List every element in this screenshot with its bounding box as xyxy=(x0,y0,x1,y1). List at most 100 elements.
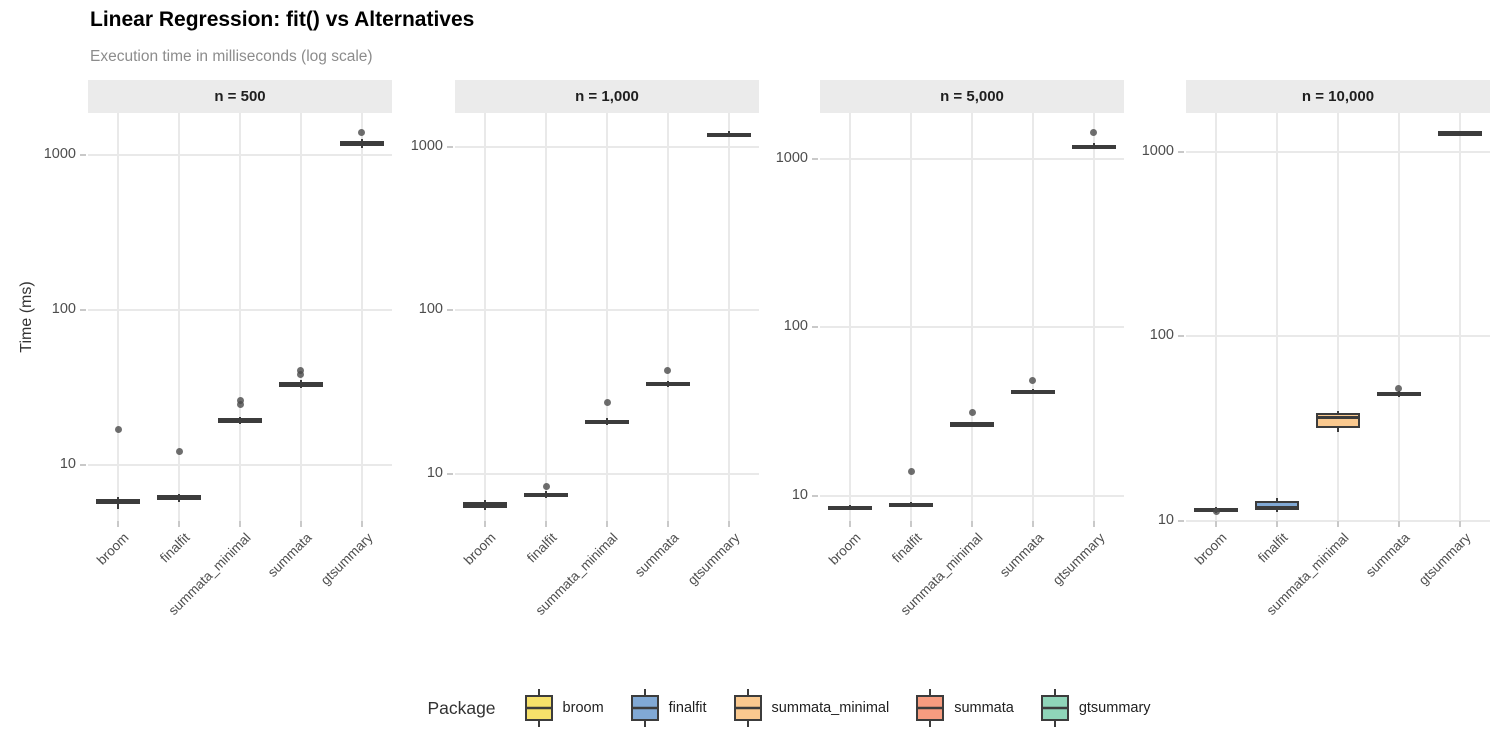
x-tick-mark xyxy=(1397,521,1400,527)
x-tick-mark xyxy=(1092,521,1095,527)
x-tick-mark xyxy=(606,521,608,527)
v-gridline xyxy=(117,113,120,521)
page-title: Linear Regression: fit() vs Alternatives xyxy=(90,8,475,31)
boxplot-key-icon xyxy=(733,689,762,727)
median-line xyxy=(950,422,994,426)
boxplot-key-icon xyxy=(630,689,659,727)
outlier-point xyxy=(968,408,976,416)
v-gridline xyxy=(239,113,241,521)
whisker xyxy=(1092,143,1095,145)
median-line xyxy=(339,142,384,146)
y-tick-mark xyxy=(447,472,453,475)
outlier-point xyxy=(542,483,550,491)
x-tick-label: finalfit xyxy=(889,530,925,566)
x-tick-label: finalfit xyxy=(157,530,193,566)
median-line xyxy=(889,502,934,506)
x-tick-label: broom xyxy=(826,530,864,568)
outlier-point xyxy=(236,401,244,409)
y-tick-label: 100 xyxy=(51,301,76,318)
whisker xyxy=(178,500,181,502)
y-tick-label: 10 xyxy=(426,464,443,481)
outlier-point xyxy=(1395,384,1403,392)
outlier-point xyxy=(603,398,611,406)
whisker xyxy=(360,145,363,148)
legend-item: summata xyxy=(915,686,1014,730)
v-gridline xyxy=(849,113,852,521)
facet-strip: n = 500 xyxy=(88,80,392,113)
whisker xyxy=(1276,510,1279,512)
whisker xyxy=(1397,396,1400,398)
median-line xyxy=(278,383,323,387)
x-tick-mark xyxy=(484,521,487,527)
x-tick-mark xyxy=(1337,521,1339,527)
v-gridline xyxy=(666,113,669,521)
y-tick-label: 1000 xyxy=(410,138,443,155)
box xyxy=(1255,501,1300,511)
v-gridline xyxy=(1458,113,1461,521)
page-subtitle: Execution time in milliseconds (log scal… xyxy=(90,48,373,65)
y-tick-mark xyxy=(812,157,818,160)
x-tick-label: gtsummary xyxy=(1049,530,1108,588)
v-gridline xyxy=(606,113,608,521)
outlier-point xyxy=(1090,128,1098,136)
y-tick-mark xyxy=(80,464,86,467)
boxplot-key-icon xyxy=(524,689,553,727)
x-tick-mark xyxy=(727,521,730,527)
v-gridline xyxy=(360,113,363,521)
whisker xyxy=(299,386,302,389)
y-tick-label: 1000 xyxy=(775,149,808,166)
outlier-point xyxy=(1029,376,1037,384)
whisker xyxy=(239,416,241,419)
legend-item: summata_minimal xyxy=(733,686,890,730)
legend-item-label: summata xyxy=(954,700,1014,716)
median-line xyxy=(1376,392,1421,396)
outlier-point xyxy=(297,366,305,374)
legend-item: gtsummary xyxy=(1040,686,1151,730)
v-gridline xyxy=(727,113,730,521)
v-gridline xyxy=(1215,113,1218,521)
x-tick-mark xyxy=(971,521,973,527)
y-tick-label: 100 xyxy=(1149,327,1174,344)
outlier-point xyxy=(907,468,915,476)
x-tick-label: broom xyxy=(94,530,132,568)
median-line xyxy=(96,500,141,504)
y-tick-mark xyxy=(1178,335,1184,338)
v-gridline xyxy=(1031,113,1034,521)
x-tick-mark xyxy=(1031,521,1034,527)
legend-item-label: summata_minimal xyxy=(771,700,890,716)
legend-item-label: broom xyxy=(562,700,604,716)
y-tick-mark xyxy=(80,309,86,312)
boxplot-key-icon xyxy=(916,689,945,727)
median-line xyxy=(828,505,873,509)
median-line xyxy=(157,497,202,501)
whisker xyxy=(545,491,548,494)
legend-item-label: gtsummary xyxy=(1078,700,1151,716)
y-tick-label: 10 xyxy=(1157,512,1174,528)
whisker xyxy=(666,380,669,382)
whisker xyxy=(606,423,608,425)
v-gridline xyxy=(971,113,973,521)
whisker xyxy=(117,504,120,510)
x-tick-label: summata xyxy=(264,530,315,580)
y-tick-mark xyxy=(1178,150,1184,153)
whisker xyxy=(545,496,548,499)
facet-strip: n = 1,000 xyxy=(455,80,759,113)
facet-strip: n = 10,000 xyxy=(1186,80,1490,113)
median-line xyxy=(524,493,569,497)
y-tick-label: 10 xyxy=(59,456,76,473)
whisker xyxy=(360,139,363,141)
outlier-point xyxy=(114,425,122,433)
x-tick-label: finalfit xyxy=(1255,530,1291,566)
outlier-point xyxy=(358,129,366,137)
whisker xyxy=(971,421,973,423)
v-gridline xyxy=(545,113,548,521)
x-tick-label: gtsummary xyxy=(684,530,743,588)
y-tick-label: 100 xyxy=(418,301,443,318)
x-tick-label: gtsummary xyxy=(317,530,376,588)
x-tick-mark xyxy=(239,521,241,527)
x-tick-label: broom xyxy=(1192,530,1230,568)
whisker xyxy=(1337,411,1339,413)
whisker xyxy=(117,497,120,499)
y-tick-label: 100 xyxy=(783,318,808,335)
median-line xyxy=(1437,131,1482,135)
